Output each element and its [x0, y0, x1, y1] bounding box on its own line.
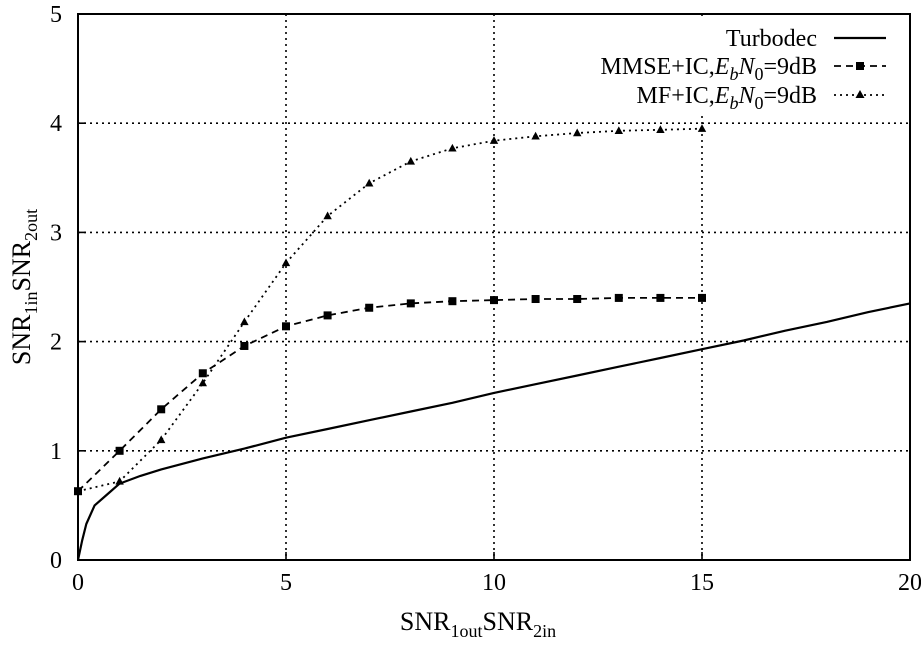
- point-mmse-ic-6: [323, 311, 332, 320]
- series-line-turbodec: [76, 302, 911, 561]
- point-mmse-ic-2: [157, 405, 166, 414]
- axis-ticks: 0 5 10 15 20 0 1 2 3 4 5: [50, 2, 921, 596]
- y-tick-label-3: 3: [50, 220, 62, 246]
- legend-label-mf-ic: MF+IC,EbN0=9dB: [637, 83, 817, 113]
- point-mmse-ic-3: [198, 369, 207, 378]
- series-mmse-ic: [74, 293, 706, 496]
- y-tick-label-5: 5: [50, 2, 62, 28]
- legend-label-turbodec: Turbodec: [726, 26, 817, 52]
- x-tick-label-5: 5: [280, 570, 292, 596]
- point-mf-ic-6: [323, 211, 332, 220]
- point-mmse-ic-1: [115, 446, 124, 455]
- point-mf-ic-0: [73, 486, 83, 495]
- legend-entry-mf-ic: MF+IC,EbN0=9dB: [637, 83, 886, 113]
- point-mmse-ic-7: [365, 303, 374, 312]
- x-axis-label: SNR1outSNR2in: [400, 607, 556, 641]
- point-mf-ic-13: [614, 126, 623, 135]
- y-tick-label-0: 0: [50, 548, 62, 574]
- point-mf-ic-12: [573, 128, 582, 137]
- legend-marker-mmse-ic: [856, 62, 864, 70]
- legend-background: [500, 18, 904, 116]
- y-axis-label: SNR1inSNR2out: [7, 209, 41, 365]
- x-tick-label-15: 15: [690, 570, 714, 596]
- point-mmse-ic-13: [614, 293, 623, 302]
- legend-marker-mf-ic: [855, 90, 865, 98]
- point-mmse-ic-15: [698, 293, 706, 302]
- point-mmse-ic-9: [448, 297, 457, 306]
- point-mf-ic-2: [157, 435, 166, 444]
- point-mmse-ic-5: [282, 322, 290, 331]
- point-mf-ic-11: [531, 131, 540, 140]
- legend-label-mmse-ic: MMSE+IC,EbN0=9dB: [601, 54, 817, 84]
- point-mf-ic-14: [656, 125, 665, 133]
- legend-entry-mmse-ic: MMSE+IC,EbN0=9dB: [601, 54, 886, 84]
- y-tick-label-4: 4: [50, 111, 62, 137]
- point-mf-ic-1: [115, 476, 124, 485]
- point-mmse-ic-10: [490, 296, 498, 305]
- x-tick-label-0: 0: [72, 570, 84, 596]
- legend-entry-turbodec: Turbodec: [726, 26, 886, 52]
- point-mf-ic-10: [489, 136, 499, 144]
- x-tick-label-20: 20: [898, 570, 921, 596]
- point-mf-ic-8: [406, 156, 415, 165]
- series-layer: [73, 124, 911, 561]
- point-mf-ic-4: [240, 317, 249, 326]
- series-line-mf-ic: [77, 127, 703, 493]
- series-line-mmse-ic: [77, 296, 702, 492]
- y-tick-label-1: 1: [50, 439, 62, 465]
- point-mmse-ic-4: [240, 341, 249, 350]
- point-mf-ic-9: [448, 143, 457, 152]
- point-mmse-ic-14: [656, 293, 665, 302]
- point-mf-ic-7: [365, 178, 374, 187]
- point-mmse-ic-12: [573, 295, 582, 304]
- x-tick-label-10: 10: [482, 570, 506, 596]
- point-mmse-ic-8: [406, 299, 415, 308]
- legend: Turbodec MMSE+IC,EbN0=9dB MF+IC,EbN0=9dB: [500, 18, 904, 116]
- y-tick-label-2: 2: [50, 330, 62, 356]
- point-mf-ic-15: [697, 124, 707, 132]
- series-mf-ic: [73, 124, 707, 495]
- point-mf-ic-3: [198, 378, 207, 387]
- series-turbodec: [76, 302, 911, 561]
- point-mf-ic-5: [281, 258, 291, 267]
- point-mmse-ic-11: [531, 295, 540, 304]
